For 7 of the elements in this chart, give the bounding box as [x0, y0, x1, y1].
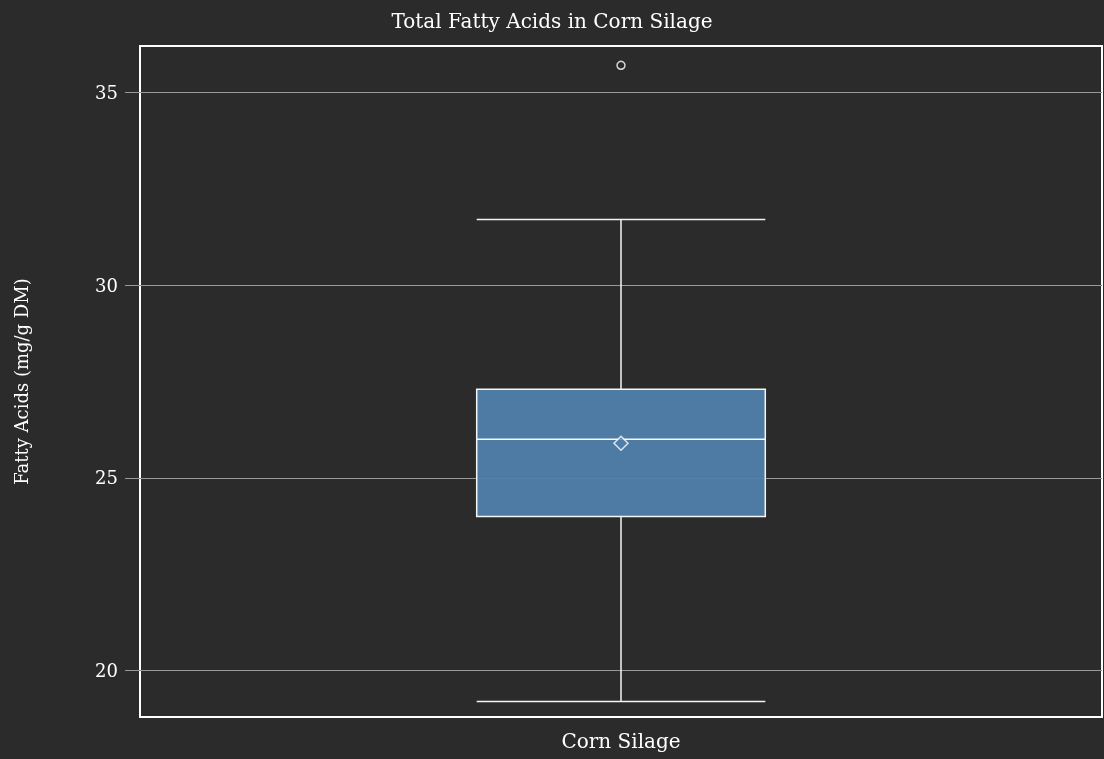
y-tick-label: 35: [95, 81, 118, 103]
y-axis-title: Fatty Acids (mg/g DM): [10, 278, 32, 485]
y-tick-label: 20: [95, 660, 118, 682]
chart-title: Total Fatty Acids in Corn Silage: [391, 9, 713, 33]
y-tick-label: 25: [95, 467, 118, 489]
y-tick-label: 30: [95, 274, 118, 296]
x-tick-label: Corn Silage: [561, 729, 681, 753]
